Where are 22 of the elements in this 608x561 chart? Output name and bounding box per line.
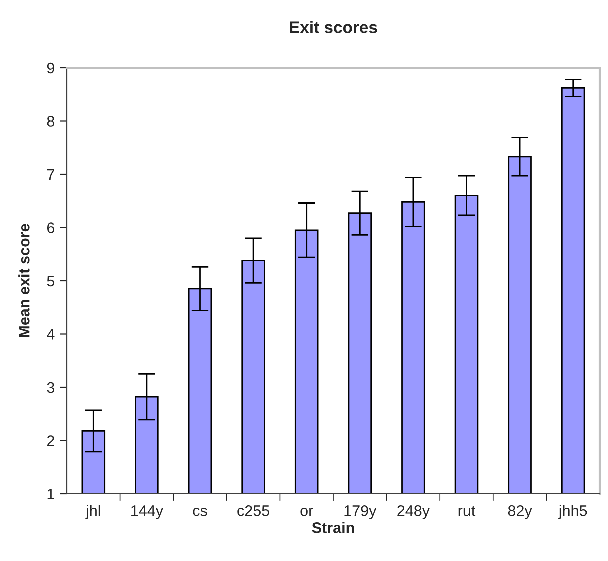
y-tick-label: 6 — [47, 222, 55, 234]
x-axis-title: Strain — [312, 522, 354, 534]
x-tick-label: 179y — [344, 506, 377, 520]
y-tick-label: 8 — [47, 116, 55, 127]
y-tick-label: 4 — [47, 329, 55, 340]
x-tick-label: or — [300, 508, 314, 516]
y-tick-label: 1 — [48, 489, 54, 500]
x-tick-label: 82y — [508, 506, 532, 520]
x-tick-label: rut — [458, 506, 476, 516]
x-tick-label: 144y — [132, 506, 164, 520]
y-tick-label: 9 — [47, 62, 54, 74]
y-tick-label: 7 — [47, 170, 54, 180]
x-tick-label: c255 — [238, 506, 270, 516]
y-tick-label: 3 — [47, 382, 55, 394]
x-tick-label: 248y — [398, 506, 430, 520]
x-tick-label: jhh5 — [558, 505, 588, 520]
chart-title: Exit scores — [290, 21, 378, 34]
y-tick-label: 5 — [47, 276, 55, 287]
x-tick-label: cs — [193, 508, 208, 516]
y-axis-title: Mean exit score — [18, 224, 30, 338]
y-tick-label: 2 — [47, 436, 54, 446]
x-tick-label: jhl — [86, 505, 100, 520]
